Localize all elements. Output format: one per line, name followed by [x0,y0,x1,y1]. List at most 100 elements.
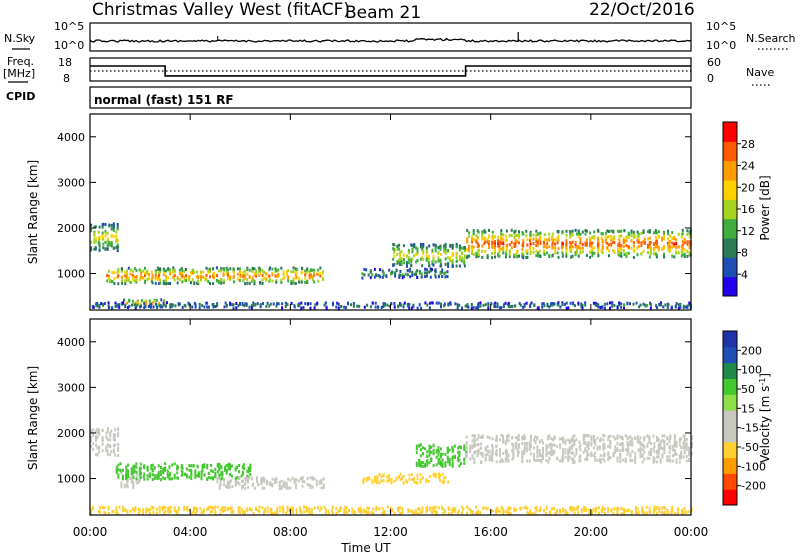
heatmap-cell [532,246,535,250]
heatmap-cell [212,282,215,286]
heatmap-cell [256,476,258,480]
heatmap-cell [145,302,148,305]
heatmap-cell [162,301,165,305]
heatmap-cell [118,505,121,509]
heatmap-cell [661,236,663,240]
colorbar-tick-label: 24 [741,160,755,173]
heatmap-cell [117,475,120,479]
heatmap-cell [365,268,368,272]
heatmap-cell [448,463,451,466]
heatmap-cell [597,303,600,307]
heatmap-cell [690,445,693,449]
heatmap-cell [220,267,223,271]
heatmap-cell [688,240,691,244]
heatmap-cell [109,431,112,435]
heatmap-cell [205,266,208,270]
heatmap-cell [261,282,264,285]
heatmap-cell [212,303,215,306]
heatmap-cell [430,445,433,449]
heatmap-cell [603,306,606,310]
heatmap-cell [529,438,532,442]
heatmap-cell [611,304,614,308]
heatmap-cell [467,305,470,309]
heatmap-cell [585,253,588,257]
heatmap-cell [109,453,112,457]
heatmap-cell [388,474,390,477]
heatmap-cell [456,306,459,310]
heatmap-cell [606,235,609,239]
heatmap-cell [536,254,539,258]
heatmap-cell [390,477,393,481]
heatmap-cell [429,267,432,271]
heatmap-cell [622,237,625,241]
heatmap-cell [453,456,456,459]
heatmap-cell [188,468,191,472]
heatmap-cell [197,280,200,284]
heatmap-cell [352,302,355,305]
heatmap-cell [496,302,499,306]
heatmap-cell [108,512,111,516]
heatmap-cell [481,244,484,248]
heatmap-cell [277,268,280,272]
heatmap-cell [570,508,573,512]
heatmap-cell [620,251,623,255]
heatmap-cell [249,472,252,476]
heatmap-cell [649,251,652,255]
heatmap-cell [565,254,568,258]
heatmap-cell [668,440,671,444]
heatmap-cell [465,445,468,449]
heatmap-cell [431,506,434,510]
heatmap-cell [169,477,172,481]
heatmap-cell [526,441,529,445]
heatmap-cell [429,506,431,510]
heatmap-cell [123,298,126,302]
heatmap-cell [639,303,642,307]
heatmap-cell [269,266,271,270]
heatmap-cell [367,273,370,277]
heatmap-cell [402,474,405,478]
heatmap-cell [145,507,148,511]
heatmap-cell [399,257,401,261]
heatmap-cell [282,272,285,276]
heatmap-cell [157,464,160,468]
heatmap-cell [161,305,164,309]
heatmap-cell [650,442,653,446]
heatmap-cell [510,240,513,244]
heatmap-cell [655,231,658,235]
cpid-label: CPID [6,90,35,103]
heatmap-cell [591,236,594,240]
heatmap-cell [510,234,513,237]
heatmap-cell [190,473,193,477]
heatmap-cell [609,434,612,438]
heatmap-cell [525,301,528,305]
heatmap-cell [565,252,568,256]
heatmap-cell [495,448,498,452]
velocity-y-axis-label: Slant Range [km] [26,366,40,470]
heatmap-cell [529,233,532,237]
nsearch-tick-high: 10^5 [706,20,736,33]
heatmap-cell [447,265,450,268]
heatmap-cell [535,507,538,511]
colorbar-swatch [723,218,737,239]
heatmap-cell [656,451,658,455]
heatmap-cell [278,483,281,487]
heatmap-cell [172,271,175,274]
heatmap-cell [679,305,682,309]
heatmap-cell [172,275,175,279]
heatmap-cell [419,443,422,447]
heatmap-cell [365,478,368,482]
heatmap-cell [398,276,401,279]
heatmap-cell [407,258,410,261]
heatmap-cell [444,271,447,275]
heatmap-cell [272,512,275,516]
heatmap-cell [231,485,234,489]
heatmap-cell [540,458,543,462]
freq-tick-low: 8 [63,72,70,85]
heatmap-cell [223,483,226,486]
heatmap-cell [118,303,121,307]
heatmap-cell [124,305,127,309]
heatmap-cell [373,267,376,271]
x-tick-label: 04:00 [173,525,208,539]
heatmap-cell [411,243,414,247]
heatmap-cell [127,276,130,280]
